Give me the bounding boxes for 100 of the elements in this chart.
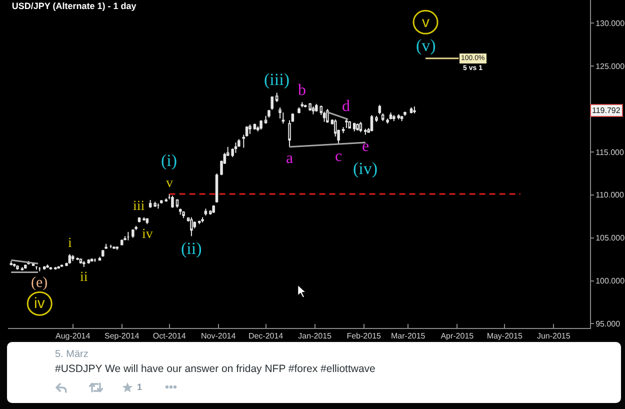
x-tick-label: Dec-2014 <box>248 332 284 341</box>
candlestick <box>397 114 400 120</box>
x-tick-label: Aug-2014 <box>55 332 91 341</box>
candlestick <box>212 204 215 214</box>
annotation: e <box>362 138 370 155</box>
candlestick <box>315 103 318 112</box>
candlestick <box>57 266 60 270</box>
y-tick-label: 125.000 <box>596 62 625 71</box>
candlestick <box>392 114 396 122</box>
annotation: 119.792 <box>592 106 621 115</box>
x-tick-label: Nov-2014 <box>200 332 236 341</box>
text: 5. März <box>55 349 88 360</box>
candlestick <box>356 123 359 132</box>
candlestick <box>275 92 278 103</box>
candlestick <box>364 128 367 136</box>
candlestick <box>381 112 384 122</box>
candlestick <box>12 263 16 268</box>
candlestick <box>400 115 404 122</box>
annotation: v <box>422 14 430 31</box>
candlestick <box>204 208 208 216</box>
candlestick <box>104 243 108 250</box>
candlestick <box>378 104 382 115</box>
candlestick <box>42 266 46 270</box>
y-tick-label: 95.000 <box>596 320 621 329</box>
candlestick <box>116 246 119 250</box>
annotation: iv <box>142 227 153 242</box>
annotation: (i) <box>161 151 178 170</box>
candlestick <box>234 142 238 154</box>
candlestick <box>215 172 218 204</box>
annotation: i <box>68 236 72 251</box>
candlestick <box>176 198 179 208</box>
candlestick <box>348 120 351 128</box>
candlestick <box>160 200 163 204</box>
candlestick <box>298 106 300 114</box>
candlestick <box>102 249 104 258</box>
candlestick <box>132 228 134 238</box>
candlestick <box>68 254 72 264</box>
annotation: a <box>286 150 294 167</box>
candlestick <box>198 220 201 225</box>
candlestick <box>413 106 416 114</box>
annotation: v <box>166 176 173 191</box>
y-tick-label: 105.000 <box>596 234 625 243</box>
candlestick <box>190 216 193 237</box>
candlestick <box>20 266 24 271</box>
candlestick <box>164 198 168 202</box>
candlestick <box>142 216 146 222</box>
candlestick <box>389 112 392 120</box>
text: 1 <box>137 382 142 392</box>
candlestick <box>98 256 102 261</box>
candlestick <box>308 102 312 112</box>
candlestick <box>300 102 304 108</box>
y-tick-label: 130.000 <box>596 18 625 28</box>
y-tick-label: 115.000 <box>596 148 624 157</box>
x-tick-label: May-2015 <box>486 332 523 341</box>
candlestick <box>253 123 256 130</box>
candlestick <box>312 106 315 115</box>
x-tick-label: Jun-2015 <box>536 332 571 341</box>
candlestick <box>124 236 126 241</box>
candlestick <box>282 112 285 124</box>
candlestick <box>154 201 156 208</box>
candlestick <box>410 106 413 114</box>
candlestick <box>248 124 252 134</box>
candlestick <box>54 266 57 270</box>
candlestick <box>179 208 182 216</box>
annotation: d <box>342 98 350 115</box>
text: #USDJPY We will have our answer on friday NFP #forex #elliottwave <box>55 363 376 375</box>
annotation: (e) <box>31 275 48 291</box>
y-tick-label: 100.000 <box>596 276 625 286</box>
y-tick-label: 110.000 <box>596 190 624 200</box>
candlestick <box>120 239 124 246</box>
candlestick <box>76 257 79 261</box>
candlestick <box>260 120 262 130</box>
annotation: (ii) <box>181 239 202 258</box>
candlestick <box>146 218 149 225</box>
annotation: (v) <box>416 36 436 55</box>
candlestick <box>49 266 52 270</box>
candlestick <box>38 266 42 272</box>
chart-title: USD/JPY (Alternate 1) - 1 day <box>12 1 136 12</box>
x-tick-label: Apr-2015 <box>440 332 474 341</box>
candlestick <box>201 216 204 223</box>
annotation: iii <box>133 199 145 214</box>
annotation: iv <box>34 295 46 312</box>
candlestick <box>46 264 49 268</box>
candlestick <box>156 203 160 210</box>
candlestick <box>352 122 356 132</box>
x-tick-label: Sep-2014 <box>104 332 140 341</box>
candlestick <box>24 264 27 270</box>
candlestick <box>270 96 274 110</box>
candlestick <box>171 195 174 208</box>
annotation: (iii) <box>264 70 290 89</box>
candlestick <box>370 114 374 132</box>
candlestick <box>342 126 345 134</box>
annotation: c <box>335 148 342 165</box>
x-tick-label: Mar-2015 <box>391 332 426 341</box>
candlestick <box>82 260 86 268</box>
annotation: (iv) <box>353 159 378 178</box>
candlestick <box>304 104 307 108</box>
candlestick <box>359 121 362 133</box>
candlestick <box>375 115 378 122</box>
candlestick <box>345 118 348 128</box>
